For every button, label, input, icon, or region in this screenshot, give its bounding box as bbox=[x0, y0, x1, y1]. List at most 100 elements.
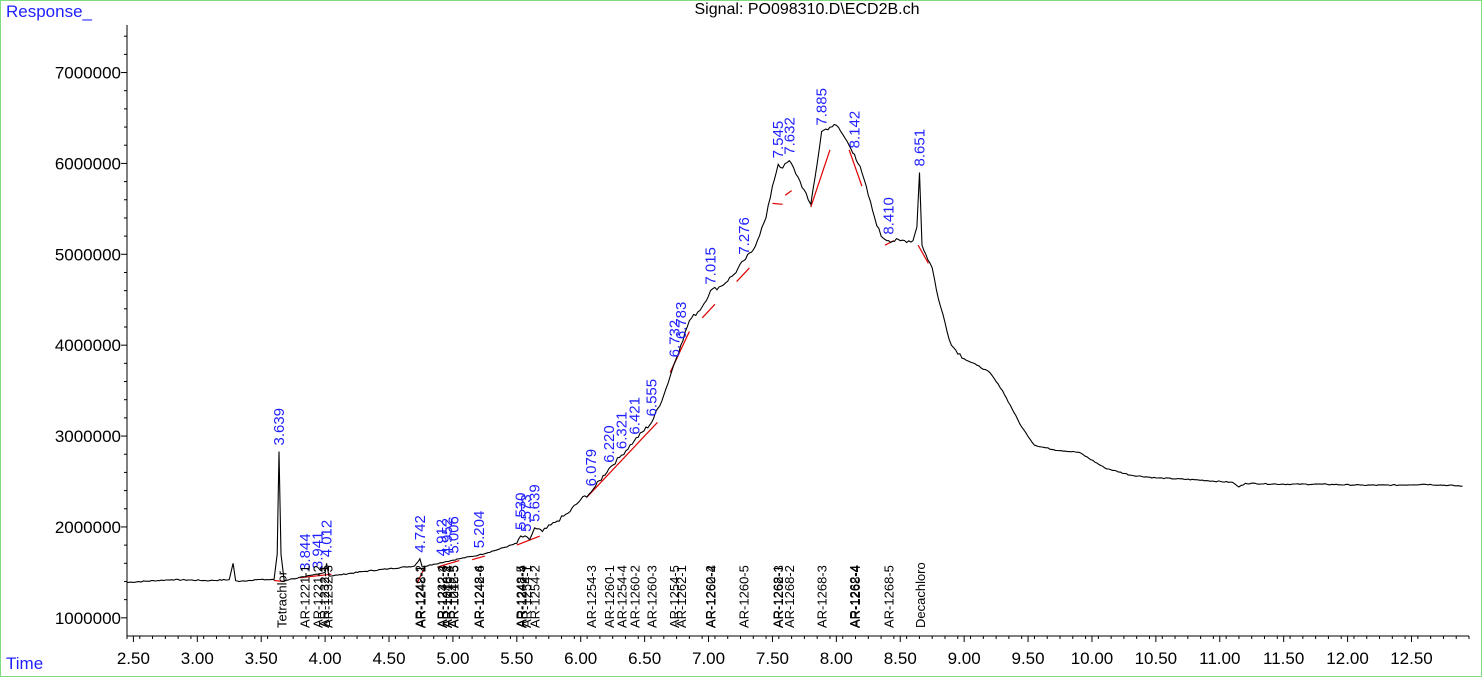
peak-rt-label: 5.573 bbox=[518, 494, 535, 532]
compound-label: AR-1262-2 bbox=[703, 565, 718, 628]
compound-label: AR-1260-4 bbox=[703, 565, 718, 628]
peak-rt-label: 4.952 bbox=[439, 518, 456, 556]
compound-label: AR-1262-4 bbox=[847, 565, 862, 628]
peak-rt-label: 7.276 bbox=[736, 217, 753, 255]
y-tick-label: 7000000 bbox=[55, 64, 121, 83]
peak-rt-label: 6.555 bbox=[644, 379, 661, 417]
peak-rt-label: 5.639 bbox=[527, 484, 544, 522]
baseline-segment bbox=[848, 149, 863, 187]
compound-label: AR-1242-3 bbox=[435, 565, 450, 628]
y-axis-title: Response_ bbox=[6, 2, 93, 21]
compound-label: AR-1260-5 bbox=[737, 565, 752, 628]
baseline-segment bbox=[516, 535, 541, 546]
compound-label: Decachloro bbox=[913, 562, 928, 628]
compound-label-group: Tetrachlor AR-1221-1AR-1221-2AR-1232-1 AR-… bbox=[275, 562, 928, 628]
peak-rt-label: 7.545 bbox=[770, 121, 787, 159]
y-tick-label: 3000000 bbox=[55, 427, 121, 446]
peak-rt-label: 7.015 bbox=[702, 247, 719, 285]
y-tick-label: 4000000 bbox=[55, 336, 121, 355]
compound-label: Tetrachlor bbox=[275, 570, 290, 628]
compound-label: AR-1268-3 bbox=[815, 565, 830, 628]
trace-group bbox=[126, 123, 1463, 583]
baseline-segment bbox=[701, 303, 716, 319]
x-tick-label: 9.00 bbox=[948, 649, 981, 668]
compound-label: AR-1262-1 bbox=[674, 565, 689, 628]
baseline-group bbox=[273, 149, 929, 584]
compound-label: AR-1254-3 bbox=[584, 565, 599, 628]
compound-label: AR-1232-1 bbox=[317, 565, 332, 628]
x-tick-label: 7.00 bbox=[692, 649, 725, 668]
x-tick-label: 2.50 bbox=[117, 649, 150, 668]
x-tick-label: 4.50 bbox=[372, 649, 405, 668]
peak-rt-label: 3.941 bbox=[310, 532, 327, 570]
compound-label: AR-1248-4 bbox=[471, 565, 486, 628]
peak-rt-label: 8.410 bbox=[881, 197, 898, 235]
x-tick-label: 4.00 bbox=[309, 649, 342, 668]
compound-label: AR-1254-2 bbox=[528, 565, 543, 628]
compound-label: AR-1248-5 bbox=[514, 565, 529, 628]
peak-rt-label: 5.530 bbox=[513, 492, 530, 530]
peak-rt-label: 4.012 bbox=[319, 520, 336, 558]
peak-rt-label: 7.885 bbox=[814, 88, 831, 126]
peak-rt-label: 6.732 bbox=[666, 320, 683, 358]
peak-rt-label: 5.204 bbox=[471, 511, 488, 549]
x-tick-label: 6.50 bbox=[628, 649, 661, 668]
x-tick-label: 3.50 bbox=[245, 649, 278, 668]
compound-label: AR-1242-2 bbox=[413, 565, 428, 628]
baseline-segment bbox=[736, 267, 750, 282]
peak-rt-label: 6.220 bbox=[601, 425, 618, 463]
compound-label: AR-1248-2 bbox=[440, 565, 455, 628]
baseline-segment bbox=[772, 202, 783, 205]
compound-label: AR-1254-4 bbox=[615, 565, 630, 628]
compound-label: AR-1262-3 bbox=[771, 565, 786, 628]
peak-rt-label: 6.079 bbox=[583, 449, 600, 487]
compound-label: AR-1242-4 bbox=[514, 565, 529, 628]
peak-rt-label: 6.783 bbox=[673, 302, 690, 340]
compound-label: AR-1260-2 bbox=[627, 565, 642, 628]
x-tick-label: 3.00 bbox=[181, 649, 214, 668]
baseline-segment bbox=[437, 559, 460, 568]
compound-label: AR-1268-2 bbox=[782, 565, 797, 628]
compound-label: AR-1260-3 bbox=[645, 565, 660, 628]
peak-rt-label: 8.651 bbox=[912, 129, 929, 167]
compound-label: AR-1221-2 bbox=[310, 565, 325, 628]
compound-label: AR-1221-1 bbox=[298, 565, 313, 628]
x-axis-title: Time bbox=[6, 654, 44, 673]
baseline-segment bbox=[586, 422, 658, 498]
compound-label: AR-1268-5 bbox=[882, 565, 897, 628]
x-tick-label: 8.00 bbox=[820, 649, 853, 668]
chart-title: Signal: PO098310.D\ECD2B.ch bbox=[694, 1, 920, 18]
compound-label: AR-1242-6 bbox=[472, 565, 487, 628]
compound-label: AR-1016-5 bbox=[447, 565, 462, 628]
peak-rt-label: 4.742 bbox=[412, 515, 429, 553]
signal-trace bbox=[126, 123, 1463, 583]
x-tick-label: 6.00 bbox=[564, 649, 597, 668]
peak-rt-label: 6.321 bbox=[614, 412, 631, 450]
peak-rt-label: 4.912 bbox=[434, 519, 451, 557]
compound-label: AR-1232-4 bbox=[434, 565, 449, 628]
axes-group: 1000000 2000000 3000000 4000000 5000000 60000… bbox=[55, 25, 1470, 668]
y-tick-label: 6000000 bbox=[55, 154, 121, 173]
y-tick-label: 1000000 bbox=[55, 609, 121, 628]
compound-label: AR-1260-1 bbox=[602, 565, 617, 628]
compound-label: AR-1016-4 bbox=[440, 565, 455, 628]
x-tick-label: 10.50 bbox=[1135, 649, 1178, 668]
baseline-segment bbox=[273, 579, 285, 583]
compound-label: AR-1268-1 bbox=[771, 565, 786, 628]
x-tick-label: 9.50 bbox=[1012, 649, 1045, 668]
compound-label: AR-1242-5 bbox=[446, 565, 461, 628]
x-tick-label: 10.00 bbox=[1071, 649, 1114, 668]
baseline-segment bbox=[416, 566, 426, 584]
baseline-segment bbox=[917, 244, 929, 264]
baseline-segment bbox=[471, 555, 486, 561]
x-tick-label: 12.00 bbox=[1326, 649, 1369, 668]
compound-label: AR-1254-1 bbox=[519, 565, 534, 628]
y-tick-label: 5000000 bbox=[55, 245, 121, 264]
compound-label: AR-1268-4 bbox=[848, 565, 863, 628]
x-tick-label: 11.50 bbox=[1263, 649, 1304, 668]
peak-rt-label: 6.421 bbox=[627, 397, 644, 435]
peak-rt-label: 3.844 bbox=[297, 533, 314, 571]
x-tick-label: 11.00 bbox=[1199, 649, 1240, 668]
